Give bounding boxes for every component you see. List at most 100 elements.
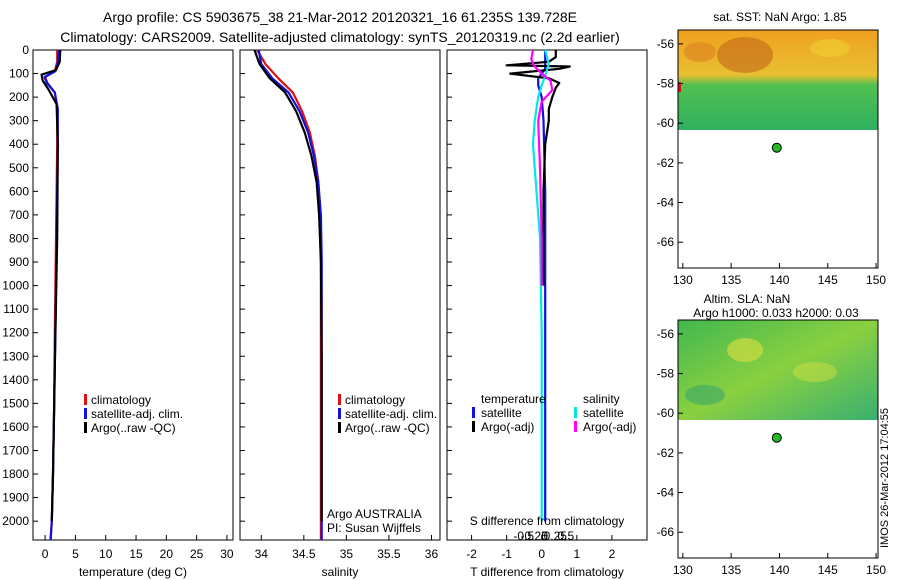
sst-map-frame [677,29,879,269]
s-difference-xlabel: S difference from climatology [470,514,625,528]
sst-ytick-label: -66 [657,235,675,249]
sst-red-edge [678,82,681,92]
difference-xtick-label: 1 [573,547,580,561]
sla-map-title-line2: Argo h1000: 0.033 h2000: 0.03 [693,306,859,320]
depth-ytick-label: 1100 [3,302,29,316]
sst-map-texture [678,37,850,92]
s-difference-xtick-label: -0.5 [513,529,534,543]
sst-xtick-label: 140 [769,273,789,287]
sla-ytick-label: -58 [657,367,675,381]
series-line-argo-raw-qc- [253,49,323,522]
legend-salinity-title: salinity [583,392,620,406]
sst-ytick-label: -62 [657,156,675,170]
legend-swatch-argo [84,422,87,433]
salinity-xtick-label: 34 [255,547,269,561]
series-line-t-satellite [537,50,547,522]
sst-ytick-label: -64 [657,196,675,210]
sla-xtick-label: 140 [769,563,789,577]
salinity-xtick-label: 35.5 [377,547,401,561]
depth-ytick-label: 1600 [2,420,29,434]
sla-ytick-label: -56 [657,327,675,341]
legend-swatch-satellite [84,408,87,419]
legend-s-satellite: satellite [583,406,624,420]
legend-swatch-s-satellite [574,407,577,418]
difference-panel-frame [446,49,648,541]
s-difference-xtick-label: 0 [541,529,548,543]
temperature-xtick-label: 10 [99,547,113,561]
sst-xtick-label: 135 [721,273,741,287]
sla-high-patch [727,338,763,362]
argo-pi: PI: Susan Wijffels [327,521,421,535]
sla-map-ticks: 130 135 140 145 150 -56 -58 -60 -62 -64 -66 [657,327,887,577]
legend-s-argo: Argo(-adj) [583,420,636,434]
temperature-xtick-label: 25 [190,547,204,561]
s-difference-xtick-label: 0.5 [557,529,574,543]
depth-ytick-label: 100 [9,67,29,81]
temperature-xtick-label: 30 [220,547,234,561]
sst-float-marker [771,142,782,153]
depth-ytick-label: 1300 [2,349,29,363]
sst-ytick-label: -58 [657,77,675,91]
depth-ytick-label: 800 [9,231,29,245]
depth-ytick-label: 0 [22,43,29,57]
sla-xtick-label: 130 [673,563,693,577]
difference-xtick-label: 0 [538,547,545,561]
depth-ytick-label: 1500 [2,396,29,410]
depth-ytick-label: 1000 [2,279,29,293]
sla-map-texture [685,338,837,405]
depth-ytick-label: 1900 [2,491,29,505]
sst-ytick-label: -60 [657,116,675,130]
sst-xtick-label: 150 [866,273,886,287]
legend-satellite: satellite-adj. clim. [91,407,183,421]
depth-ytick-label: 2000 [2,514,29,528]
salinity-axis-ticks: 34 34.5 35 35.5 36 [240,49,439,561]
sla-ytick-label: -60 [657,406,675,420]
series-line-t-argo-adj- [505,50,571,286]
temperature-legend: climatology satellite-adj. clim. Argo(..… [84,393,183,435]
sst-ytick-label: -56 [657,37,675,51]
sst-warm-patch [717,37,773,73]
salinity-panel-frame [239,49,441,541]
depth-ytick-label: 300 [9,114,29,128]
depth-ytick-label: 1200 [2,326,29,340]
header-line2: Climatology: CARS2009. Satellite-adjuste… [60,29,620,45]
argo-institution: Argo AUSTRALIA [327,507,422,521]
salinity-xtick-label: 36 [425,547,439,561]
difference-xtick-label: -2 [466,547,477,561]
salinity-legend: climatology satellite-adj. clim. Argo(..… [338,393,437,435]
legend-t-satellite: satellite [481,406,522,420]
series-line-s-satellite [531,49,550,522]
series-line-argo-raw-qc- [40,49,62,522]
temperature-xlabel: temperature (deg C) [79,565,187,579]
sst-xtick-label: 130 [673,273,693,287]
temperature-xtick-label: 5 [72,547,79,561]
legend-swatch-argo [338,422,341,433]
sla-xtick-label: 150 [866,563,886,577]
temperature-series [40,49,62,541]
legend-climatology: climatology [91,393,151,407]
sla-xtick-label: 145 [818,563,838,577]
t-difference-xlabel: T difference from climatology [470,565,624,579]
sla-ytick-label: -64 [657,486,675,500]
sla-map-frame [677,319,879,559]
legend-swatch-t-satellite [472,407,475,418]
sla-high-patch [793,362,837,382]
legend-swatch-satellite [338,408,341,419]
depth-ytick-label: 900 [9,255,29,269]
legend-climatology: climatology [345,393,405,407]
legend-argo: Argo(..raw -QC) [91,421,176,435]
salinity-series [253,49,323,540]
series-line-s-argo-adj- [530,49,554,286]
s-difference-xtick-label: 0.25 [544,529,568,543]
difference-xtick-label: 2 [609,547,616,561]
s-difference-xtick-label: -0.25 [521,529,549,543]
salinity-xtick-label: 34.5 [292,547,316,561]
temperature-xtick-label: 20 [160,547,174,561]
depth-ytick-label: 600 [9,184,29,198]
sla-ytick-label: -62 [657,446,675,460]
temperature-panel-frame [32,49,234,541]
series-line-climatology [256,49,322,540]
sla-float-marker [771,432,782,443]
sst-warm-patch [684,42,716,62]
